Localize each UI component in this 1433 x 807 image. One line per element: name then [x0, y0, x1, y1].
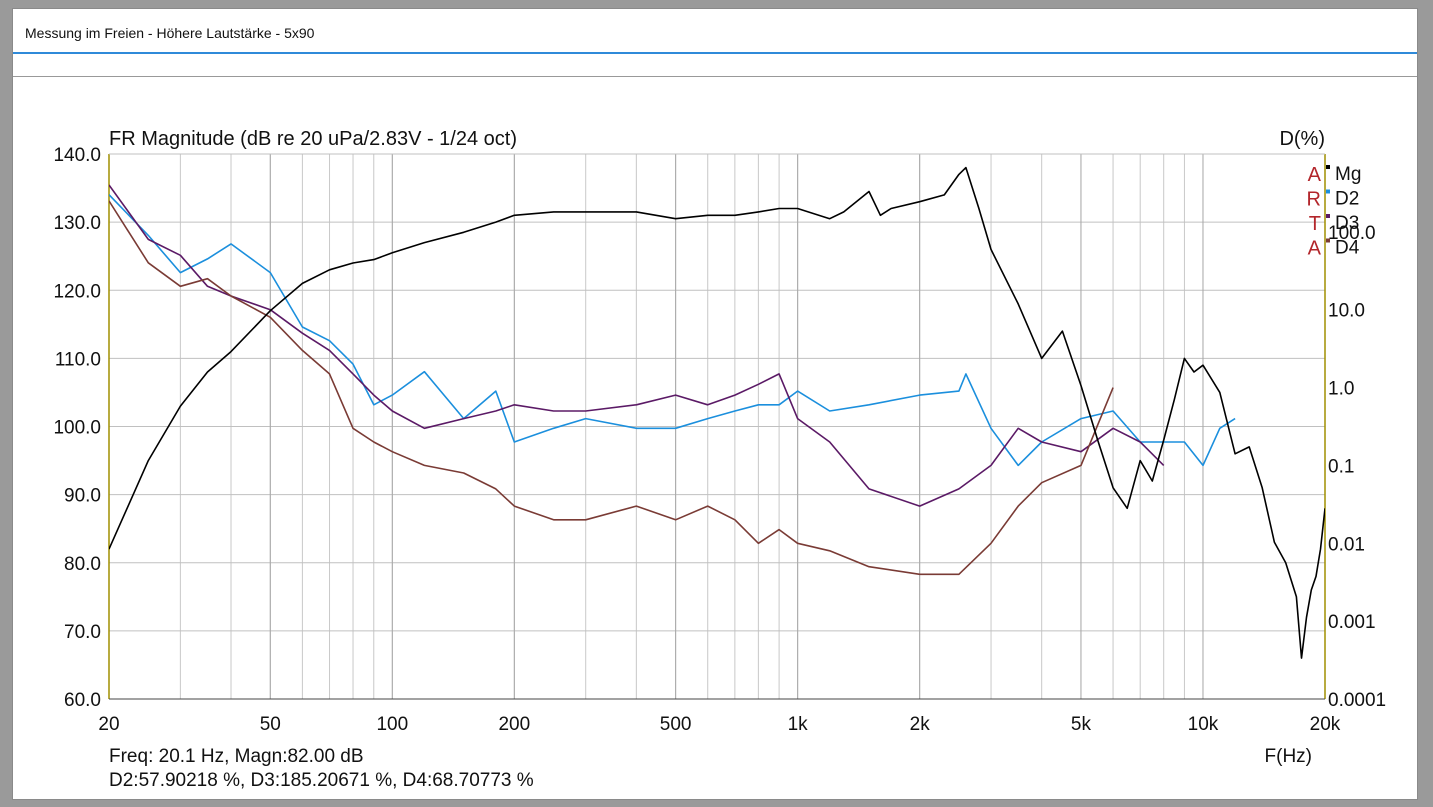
y2-tick-label: 0.0001 [1328, 690, 1386, 711]
watermark-letter: R [1307, 189, 1321, 211]
window-title: Messung im Freien - Höhere Lautstärke - … [25, 25, 315, 41]
x-axis-label: F(Hz) [1265, 746, 1312, 767]
y2-tick-label: 0.1 [1328, 456, 1354, 477]
y-tick-label: 70.0 [64, 622, 101, 643]
x-tick-label: 20k [1310, 714, 1341, 735]
watermark-letter: A [1308, 238, 1322, 260]
legend-marker-d3 [1326, 214, 1330, 218]
readout-line-1: Freq: 20.1 Hz, Magn:82.00 dB [109, 746, 364, 767]
legend-marker-mg [1326, 165, 1330, 169]
window-frame: Messung im Freien - Höhere Lautstärke - … [12, 8, 1418, 800]
y2-tick-label: 1.0 [1328, 379, 1354, 400]
chart-title: FR Magnitude (dB re 20 uPa/2.83V - 1/24 … [109, 128, 517, 150]
y-tick-label: 80.0 [64, 554, 101, 575]
legend-entry-d3: D3 [1335, 213, 1359, 234]
y-tick-label: 60.0 [64, 690, 101, 711]
y-tick-label: 120.0 [53, 281, 101, 302]
series-line-d4 [109, 200, 1114, 576]
x-tick-label: 2k [910, 714, 931, 735]
legend-entry-d4: D4 [1335, 238, 1360, 259]
x-tick-label: 100 [376, 714, 408, 735]
legend-marker-d2 [1326, 189, 1330, 194]
y-tick-label: 140.0 [53, 145, 101, 166]
window-header: Messung im Freien - Höhere Lautstärke - … [13, 9, 1417, 54]
header-separator [13, 76, 1417, 77]
watermark-letter: A [1308, 164, 1322, 186]
readout-line-2: D2:57.90218 %, D3:185.20671 %, D4:68.707… [109, 770, 534, 791]
legend-entry-d2: D2 [1335, 189, 1359, 210]
y2-tick-label: 0.01 [1328, 534, 1365, 555]
x-tick-label: 200 [498, 714, 530, 735]
x-tick-label: 500 [660, 714, 692, 735]
x-tick-label: 1k [788, 714, 809, 735]
fr-chart[interactable]: FR Magnitude (dB re 20 uPa/2.83V - 1/24 … [14, 77, 1416, 799]
legend-entry-mg: Mg [1335, 164, 1361, 185]
x-tick-label: 20 [98, 714, 119, 735]
x-tick-label: 10k [1188, 714, 1219, 735]
series-line-d2 [109, 194, 1236, 467]
x-tick-label: 50 [260, 714, 281, 735]
y-tick-label: 100.0 [53, 418, 101, 439]
right-axis-title: D(%) [1279, 128, 1325, 150]
plot-panel: FR Magnitude (dB re 20 uPa/2.83V - 1/24 … [14, 77, 1416, 799]
y2-tick-label: 10.0 [1328, 301, 1365, 322]
series-line-mg [109, 166, 1325, 659]
y-tick-label: 90.0 [64, 486, 101, 507]
x-tick-label: 5k [1071, 714, 1092, 735]
y2-tick-label: 0.001 [1328, 612, 1376, 633]
legend-marker-d4 [1326, 238, 1330, 243]
series-line-d3 [109, 184, 1165, 507]
y-tick-label: 130.0 [53, 213, 101, 234]
watermark-letter: T [1309, 213, 1321, 235]
y2-tick-label: 100.0 [1328, 223, 1376, 244]
y-tick-label: 110.0 [55, 349, 101, 370]
